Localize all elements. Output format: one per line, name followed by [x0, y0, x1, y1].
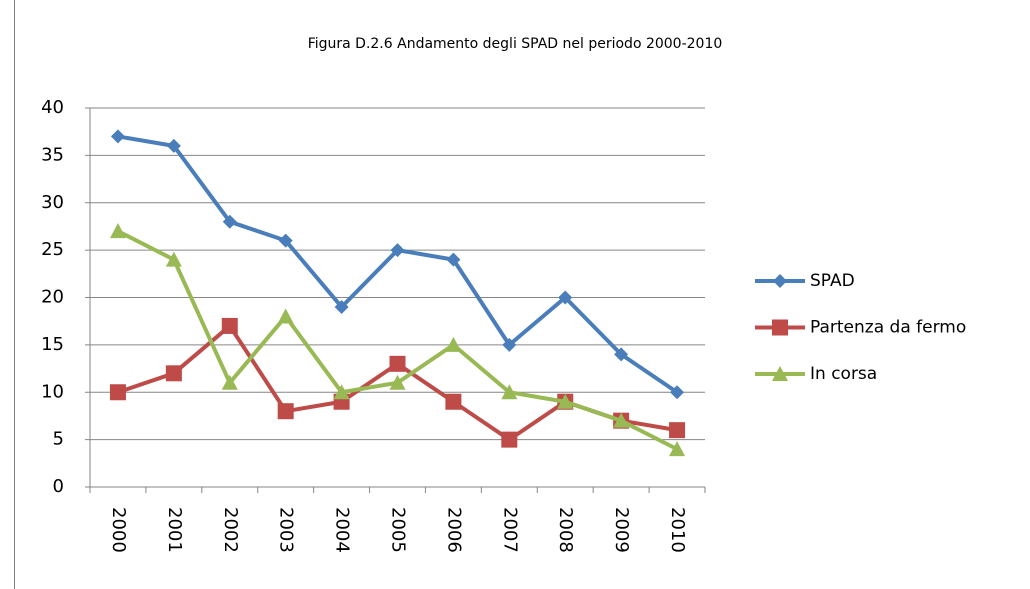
marker [557, 393, 574, 409]
x-tick-label: 2006 [443, 507, 464, 553]
marker [334, 299, 349, 314]
marker [166, 138, 181, 153]
chart-frame [14, 0, 1030, 589]
x-tick-label: 2009 [611, 507, 632, 553]
y-tick-label: 15 [41, 334, 64, 355]
x-tick-label: 2001 [164, 507, 185, 553]
legend-marker [772, 319, 788, 336]
marker [502, 337, 517, 352]
y-tick-label: 10 [41, 381, 64, 402]
marker [390, 243, 405, 258]
legend-label: SPAD [810, 271, 855, 291]
marker [221, 317, 238, 334]
x-tick-label: 2007 [499, 507, 520, 553]
marker [501, 431, 518, 448]
x-tick-label: 2004 [332, 507, 353, 553]
marker [669, 422, 686, 439]
marker [221, 374, 238, 390]
marker [445, 336, 462, 352]
x-tick-label: 2002 [220, 507, 241, 553]
legend-label: In corsa [810, 364, 877, 384]
x-tick-label: 2008 [555, 507, 576, 553]
x-tick-label: 2005 [388, 507, 409, 553]
x-tick-label: 2003 [276, 507, 297, 553]
legend-marker [773, 274, 787, 288]
marker [165, 365, 182, 382]
marker [109, 384, 126, 401]
marker [277, 308, 294, 324]
y-tick-label: 5 [53, 429, 64, 450]
marker [222, 214, 237, 229]
y-tick-label: 0 [53, 476, 64, 497]
y-tick-label: 30 [41, 192, 64, 213]
marker [389, 374, 406, 390]
marker [165, 251, 182, 267]
marker [613, 412, 630, 428]
marker [669, 441, 686, 457]
marker [278, 233, 293, 248]
marker [277, 403, 294, 420]
legend-marker [772, 366, 788, 381]
x-tick-label: 2000 [108, 507, 129, 553]
chart-title: Figura D.2.6 Andamento degli SPAD nel pe… [308, 36, 723, 52]
x-tick-label: 2010 [667, 507, 688, 553]
legend-label: Partenza da fermo [810, 318, 966, 338]
marker [558, 290, 573, 305]
marker [501, 384, 518, 400]
y-tick-label: 20 [41, 287, 64, 308]
marker [445, 393, 462, 410]
marker [333, 384, 350, 400]
marker [670, 385, 685, 400]
marker [109, 223, 126, 239]
y-tick-label: 40 [41, 97, 64, 118]
marker [110, 129, 125, 144]
y-tick-label: 25 [41, 239, 64, 260]
marker [446, 252, 461, 267]
marker [389, 355, 406, 372]
marker [614, 347, 629, 362]
y-tick-label: 35 [41, 144, 64, 165]
